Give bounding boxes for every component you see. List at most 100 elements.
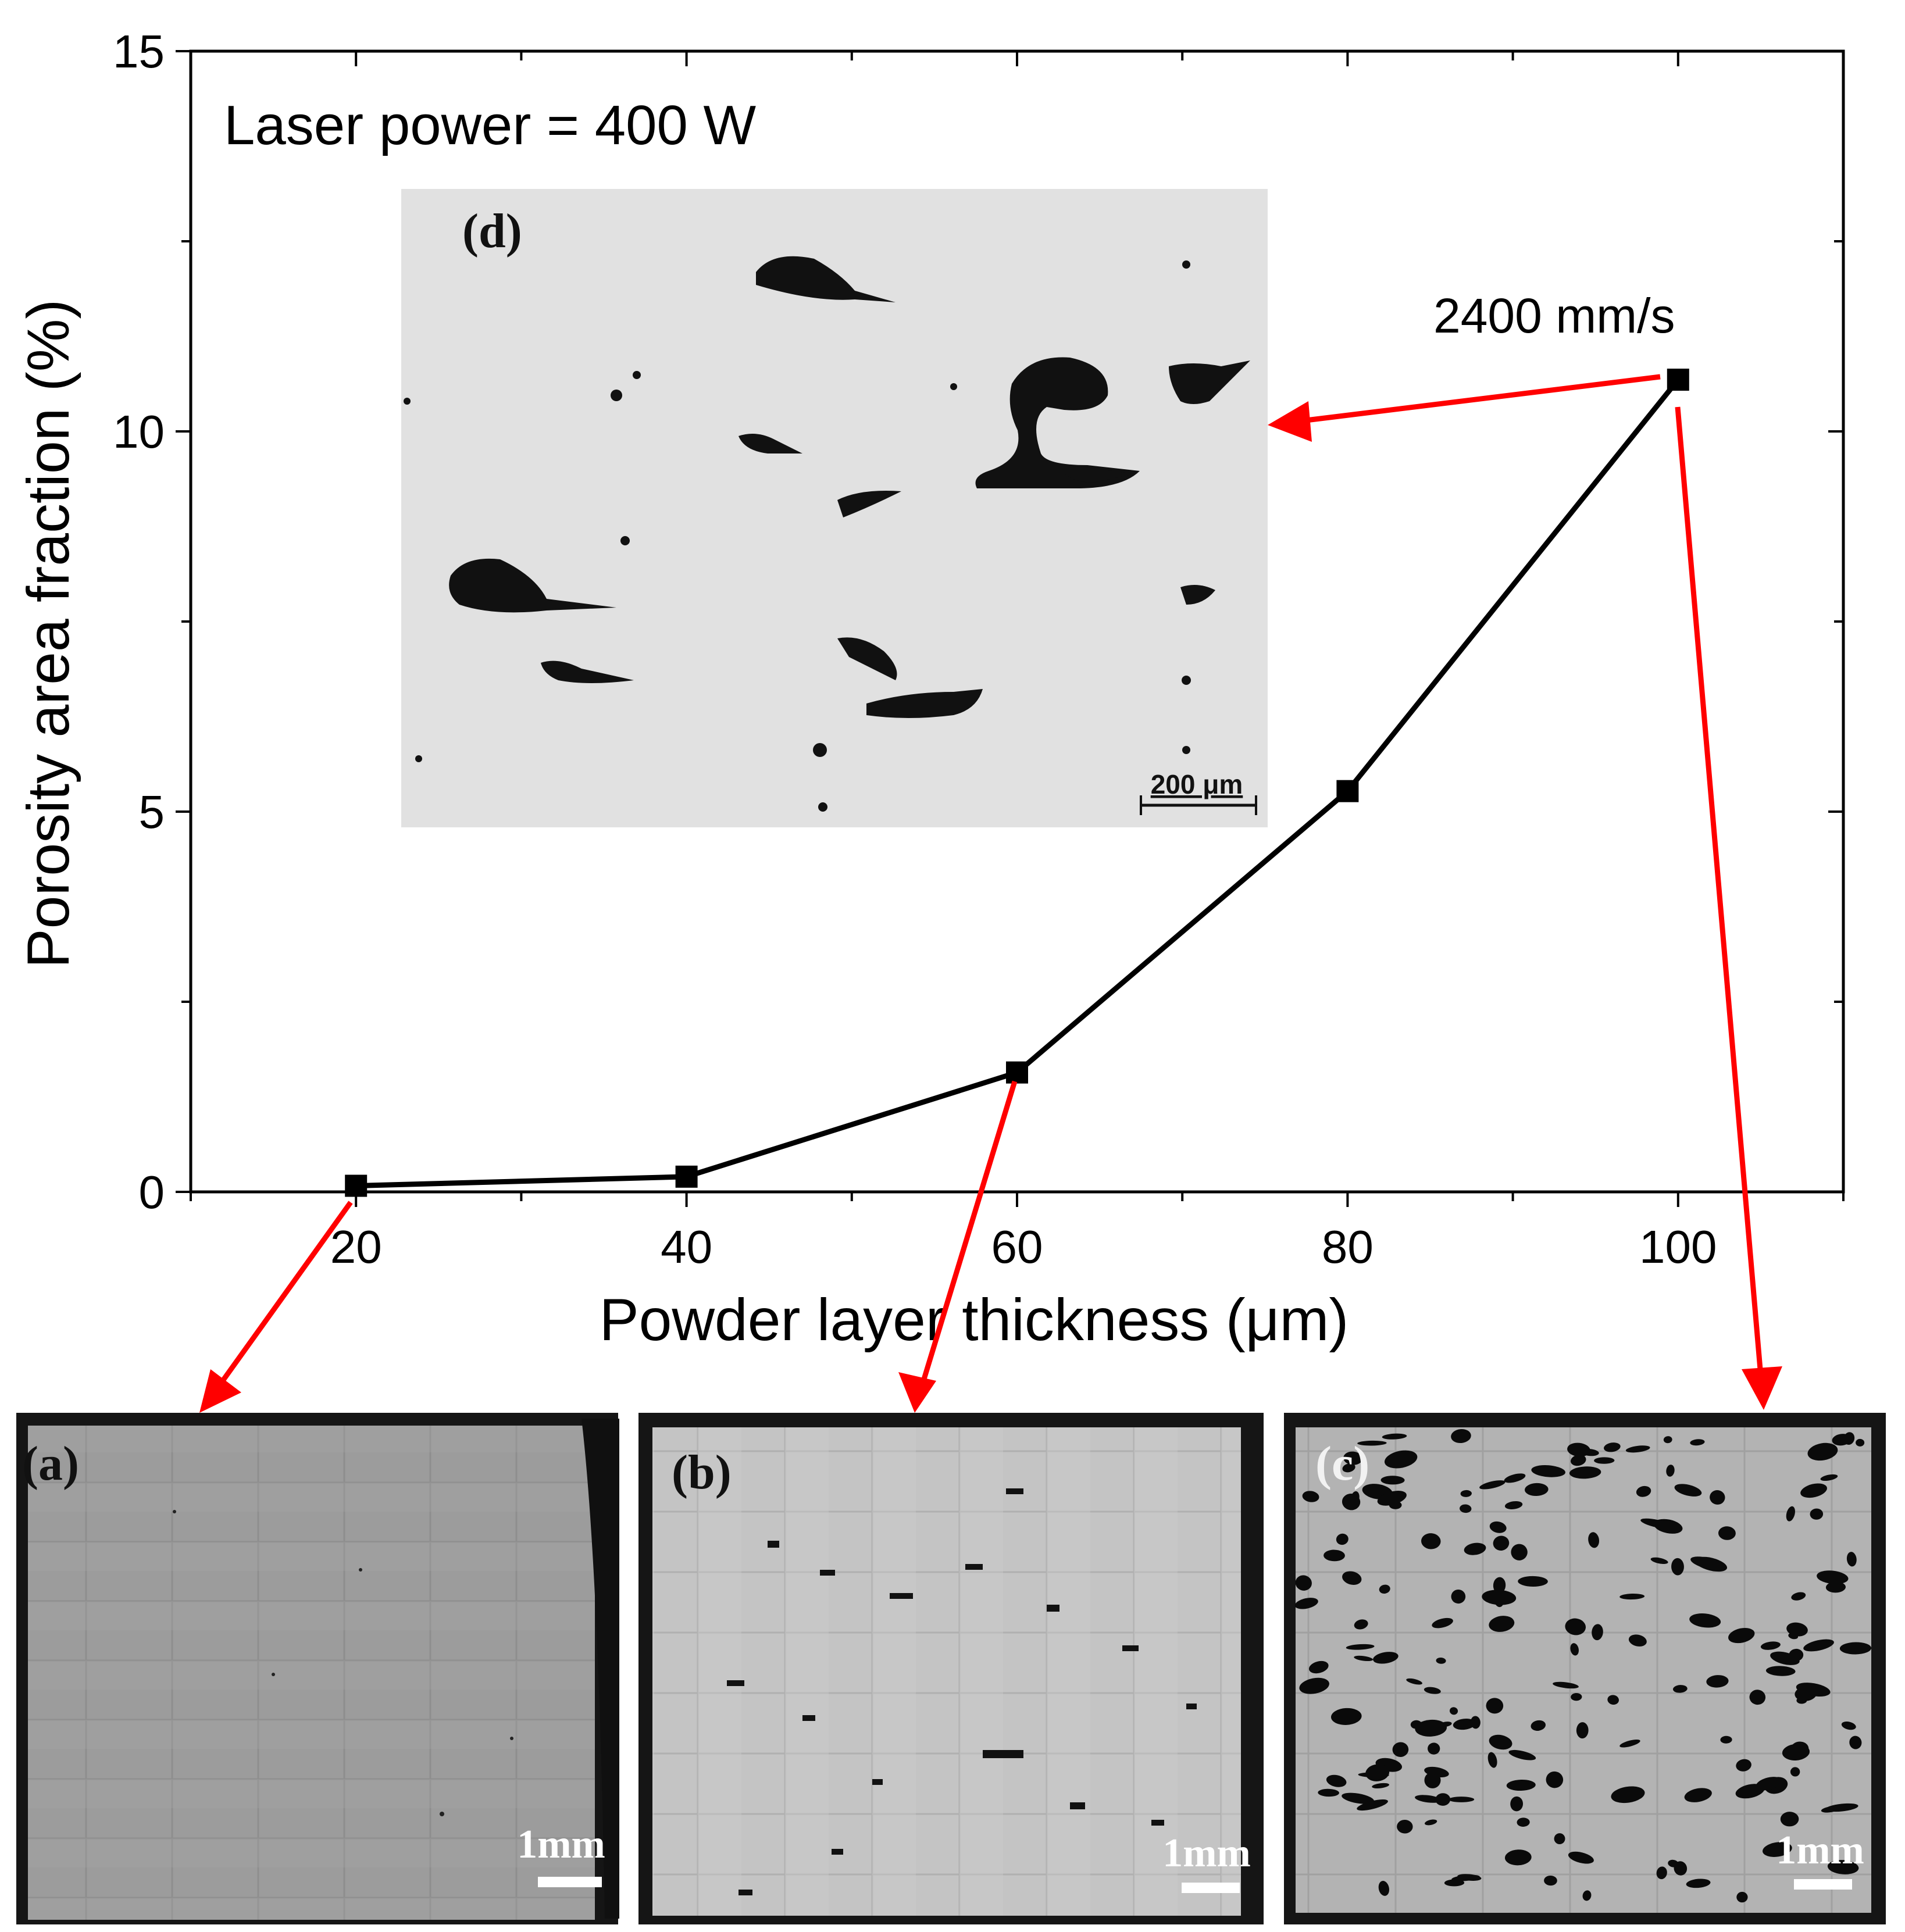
pore (1489, 1616, 1515, 1632)
pore (1720, 1735, 1732, 1744)
pore (1384, 1450, 1418, 1469)
x-tick-label: 80 (1322, 1221, 1374, 1273)
pore (1421, 1533, 1441, 1549)
pore (1460, 1490, 1472, 1497)
pore (1460, 1504, 1472, 1513)
pore (1397, 1820, 1413, 1834)
y-ticks (176, 50, 1843, 1193)
micrograph-a-body (28, 1426, 595, 1920)
pore (1565, 1618, 1586, 1635)
pore (1788, 1633, 1799, 1640)
micrograph-b-label: (b) (672, 1445, 732, 1499)
x-tick-label: 20 (330, 1221, 382, 1273)
x-ticks (190, 51, 1845, 1207)
y-axis-label: Porosity area fraction (%) (15, 299, 81, 969)
plot-axes: 20 40 60 80 100 0 5 10 15 (113, 26, 1845, 1273)
pore (1511, 1544, 1528, 1560)
pore (1588, 1532, 1600, 1548)
pore (1706, 1675, 1729, 1688)
micrograph-a-label: (a) (22, 1437, 79, 1491)
pore (1625, 1445, 1650, 1453)
pore (1342, 1463, 1355, 1473)
pore (1440, 1722, 1452, 1727)
data-point (1667, 369, 1689, 391)
x-tick-label: 100 (1639, 1221, 1717, 1273)
pore (1582, 1890, 1592, 1901)
pore (1357, 1799, 1388, 1811)
pore (1299, 1677, 1329, 1694)
pore (1343, 1451, 1363, 1465)
pore (1749, 1690, 1766, 1705)
pore (1791, 1592, 1806, 1601)
pore (1690, 1556, 1724, 1570)
pore (1636, 1485, 1651, 1497)
pore (1372, 1783, 1390, 1788)
pore (1342, 1792, 1375, 1804)
pore (1686, 1879, 1711, 1888)
pore (1856, 1438, 1865, 1447)
pore (1765, 1666, 1796, 1676)
pore (1663, 1436, 1672, 1444)
pore (1406, 1678, 1422, 1685)
pore (1354, 1619, 1368, 1630)
pore (1378, 1881, 1389, 1896)
pore (1827, 1860, 1859, 1874)
pore (1656, 1866, 1667, 1880)
pore (1392, 1742, 1409, 1757)
pore (1672, 1685, 1688, 1693)
pore (1728, 1627, 1755, 1644)
pore (1544, 1875, 1557, 1886)
pore (1410, 1720, 1422, 1729)
pore (1786, 1506, 1795, 1522)
pore (1451, 1589, 1466, 1604)
pore (1710, 1490, 1725, 1505)
pore (1763, 1842, 1792, 1857)
micrograph-c: (c) 1mm (1284, 1413, 1886, 1924)
pore (1619, 1739, 1640, 1748)
pore (1780, 1812, 1799, 1827)
pore (1379, 1584, 1390, 1594)
pore (1424, 1819, 1437, 1826)
pore (1428, 1742, 1440, 1755)
pore (1435, 1793, 1451, 1806)
micrograph-d-label: (d) (462, 204, 522, 258)
pore (1674, 1484, 1702, 1497)
pore (1770, 1651, 1800, 1665)
pore (1546, 1771, 1564, 1788)
pore (1576, 1722, 1589, 1739)
y-tick-label: 15 (113, 26, 165, 77)
micrograph-a-scale-text: 1mm (517, 1822, 605, 1867)
pore (1736, 1759, 1751, 1772)
data-point (675, 1165, 698, 1188)
pore (1489, 1734, 1512, 1750)
pore (1323, 1549, 1345, 1562)
callout-arrows (199, 374, 1782, 1413)
x-axis-label: Powder layer thickness (μm) (600, 1287, 1349, 1353)
pore (1326, 1774, 1347, 1787)
arrowhead-to-d (1268, 401, 1312, 442)
pore (1841, 1721, 1856, 1730)
pore (1377, 1491, 1407, 1506)
micrograph-b-scale-text: 1mm (1162, 1831, 1251, 1876)
micrograph-c-label: (c) (1315, 1437, 1369, 1491)
pore (1554, 1833, 1565, 1845)
pore (1674, 1861, 1688, 1876)
pore (1846, 1552, 1857, 1567)
pore (1525, 1483, 1549, 1497)
pore (1506, 1779, 1536, 1791)
micrograph-b-body (652, 1427, 1241, 1916)
pore (1760, 1641, 1781, 1650)
arrowhead-to-a (199, 1369, 241, 1413)
pore (1689, 1613, 1721, 1628)
pore (1482, 1590, 1517, 1605)
pore (1810, 1508, 1824, 1520)
pore (1453, 1718, 1476, 1730)
pore (1432, 1617, 1453, 1629)
pore (1518, 1576, 1548, 1587)
pore (1504, 1849, 1532, 1866)
y-tick-labels: 0 5 10 15 (113, 26, 165, 1218)
pore (1786, 1622, 1808, 1637)
pore (1531, 1720, 1546, 1731)
